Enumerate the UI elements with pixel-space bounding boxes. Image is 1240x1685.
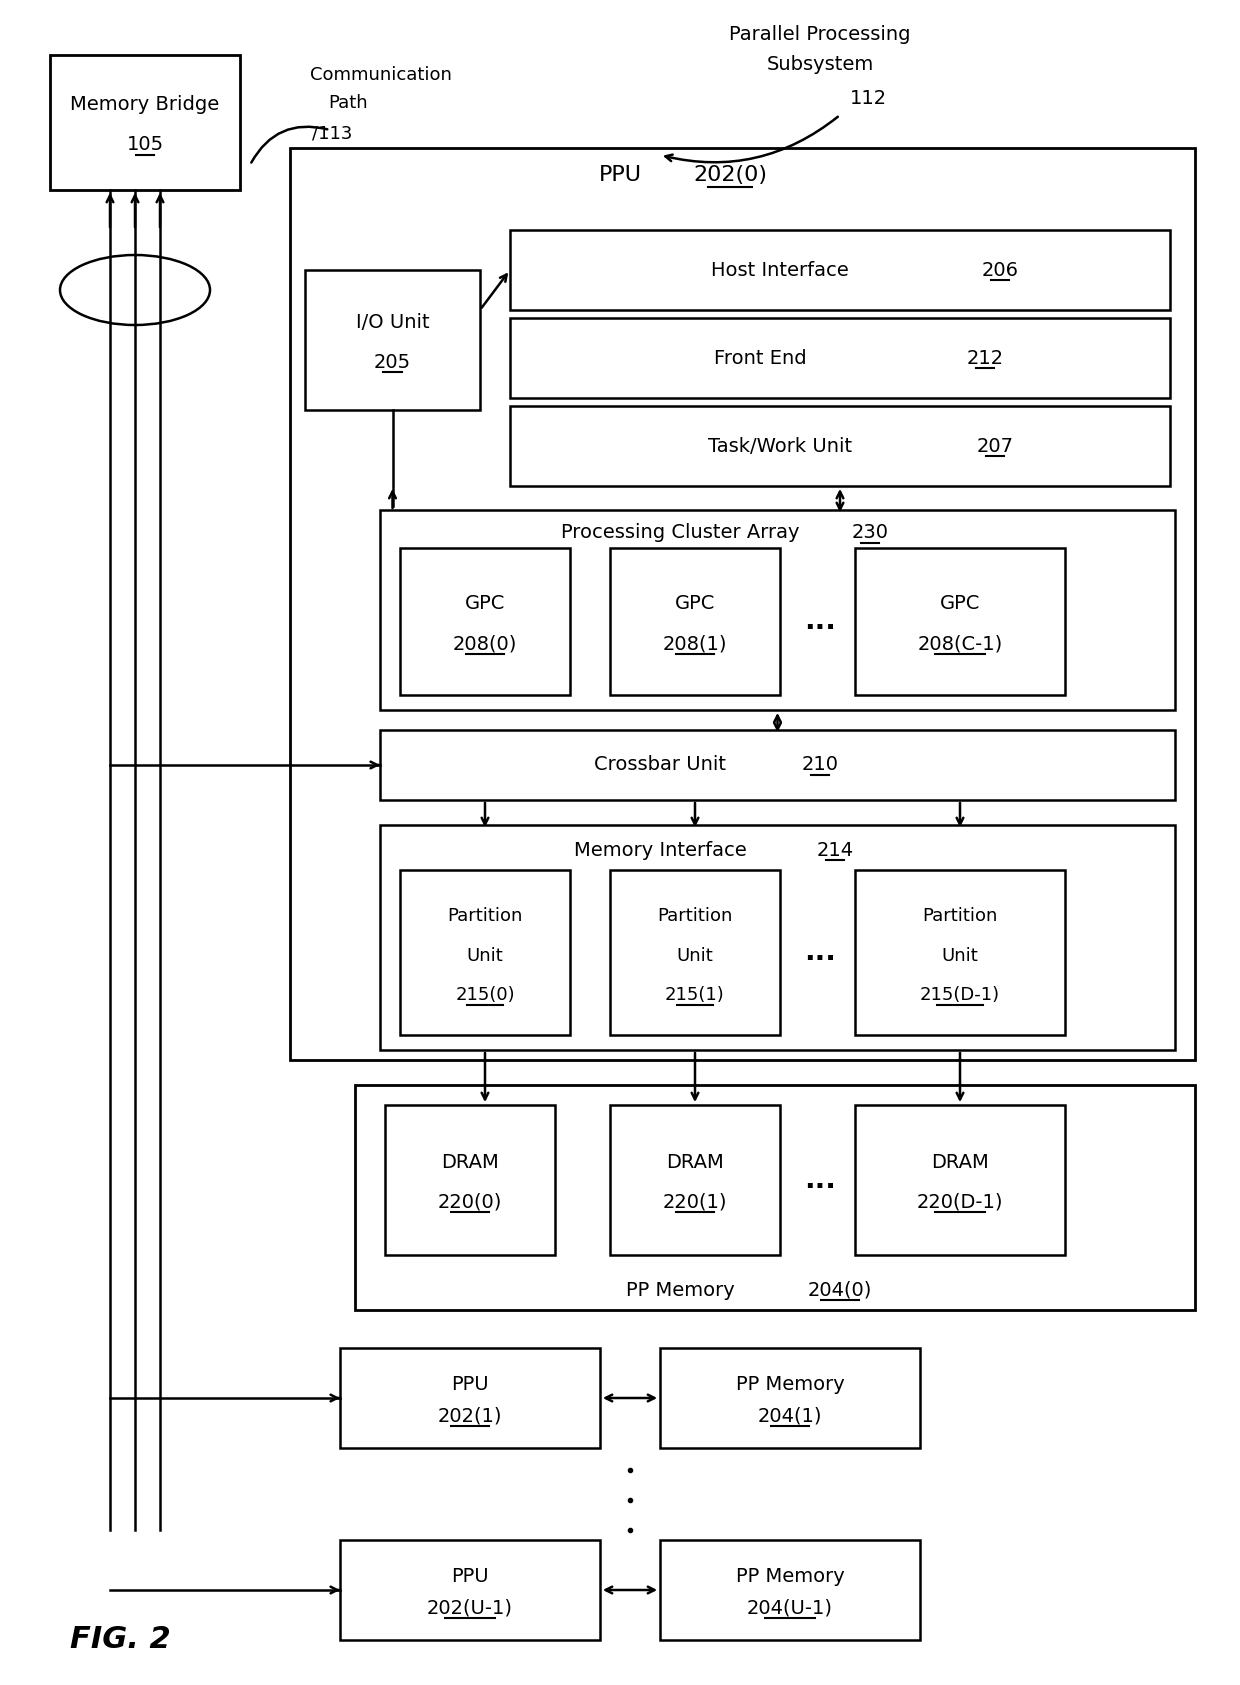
Bar [856, 869, 1065, 1035]
Text: 204(U-1): 204(U-1) [746, 1599, 833, 1618]
Bar [355, 1085, 1195, 1309]
Bar [401, 548, 570, 694]
Text: 204(1): 204(1) [758, 1407, 822, 1426]
Text: 230: 230 [852, 524, 889, 543]
Text: ...: ... [804, 939, 836, 966]
Text: GPC: GPC [675, 595, 715, 613]
Bar [510, 229, 1171, 310]
Bar [660, 1540, 920, 1640]
Text: 206: 206 [982, 261, 1018, 280]
Ellipse shape [60, 254, 210, 325]
Text: /113: /113 [312, 125, 352, 142]
Text: 212: 212 [966, 349, 1003, 367]
Text: FIG. 2: FIG. 2 [69, 1626, 170, 1655]
Text: DRAM: DRAM [441, 1153, 498, 1171]
Text: GPC: GPC [940, 595, 980, 613]
Text: Front End: Front End [714, 349, 806, 367]
Text: Subsystem: Subsystem [766, 56, 874, 74]
Text: 202(1): 202(1) [438, 1407, 502, 1426]
Text: 208(C-1): 208(C-1) [918, 634, 1003, 654]
Text: Partition: Partition [448, 907, 523, 925]
Text: 210: 210 [801, 755, 838, 775]
Text: Memory Interface: Memory Interface [574, 841, 746, 859]
Text: ...: ... [804, 607, 836, 635]
Bar [379, 730, 1176, 800]
Text: Host Interface: Host Interface [711, 261, 849, 280]
Bar [379, 511, 1176, 709]
Text: PPU: PPU [451, 1567, 489, 1586]
Bar [610, 1105, 780, 1255]
Text: 105: 105 [126, 135, 164, 153]
Text: 215(0): 215(0) [455, 986, 515, 1004]
Text: 205: 205 [374, 352, 412, 371]
Bar [510, 406, 1171, 485]
Text: Partition: Partition [923, 907, 998, 925]
Bar [610, 869, 780, 1035]
Bar [510, 318, 1171, 398]
Text: 215(1): 215(1) [665, 986, 725, 1004]
Text: 202(0): 202(0) [693, 165, 768, 185]
Text: Unit: Unit [941, 947, 978, 966]
Text: Processing Cluster Array: Processing Cluster Array [560, 524, 800, 543]
Text: 220(0): 220(0) [438, 1193, 502, 1212]
Bar [290, 148, 1195, 1060]
Bar [340, 1540, 600, 1640]
Text: Partition: Partition [657, 907, 733, 925]
Bar [340, 1348, 600, 1447]
Text: PPU: PPU [599, 165, 641, 185]
Text: ...: ... [804, 1166, 836, 1195]
Text: 208(1): 208(1) [662, 634, 727, 654]
Text: Parallel Processing: Parallel Processing [729, 25, 910, 44]
Text: Unit: Unit [677, 947, 713, 966]
Text: Memory Bridge: Memory Bridge [71, 94, 219, 115]
Bar [660, 1348, 920, 1447]
Text: Path: Path [329, 94, 367, 111]
Text: 202(U-1): 202(U-1) [427, 1599, 513, 1618]
Text: 220(1): 220(1) [662, 1193, 727, 1212]
Text: GPC: GPC [465, 595, 505, 613]
Text: Unit: Unit [466, 947, 503, 966]
Text: DRAM: DRAM [666, 1153, 724, 1171]
Bar [50, 56, 241, 190]
Bar [856, 1105, 1065, 1255]
Text: PP Memory: PP Memory [735, 1375, 844, 1393]
Text: 214: 214 [816, 841, 853, 859]
Bar [401, 869, 570, 1035]
Bar [856, 548, 1065, 694]
Text: 204(0): 204(0) [807, 1281, 872, 1299]
Text: 112: 112 [849, 89, 887, 108]
Text: 208(0): 208(0) [453, 634, 517, 654]
Text: Communication: Communication [310, 66, 451, 84]
Text: Task/Work Unit: Task/Work Unit [708, 436, 852, 455]
Text: PP Memory: PP Memory [735, 1567, 844, 1586]
Bar [610, 548, 780, 694]
Text: PP Memory: PP Memory [626, 1281, 734, 1299]
Text: PPU: PPU [451, 1375, 489, 1393]
Text: 207: 207 [977, 436, 1013, 455]
Text: 215(D-1): 215(D-1) [920, 986, 1001, 1004]
Bar [305, 270, 480, 409]
Bar [384, 1105, 556, 1255]
Text: 220(D-1): 220(D-1) [916, 1193, 1003, 1212]
Bar [379, 826, 1176, 1050]
Text: I/O Unit: I/O Unit [356, 312, 429, 332]
Text: Crossbar Unit: Crossbar Unit [594, 755, 725, 775]
Text: DRAM: DRAM [931, 1153, 988, 1171]
